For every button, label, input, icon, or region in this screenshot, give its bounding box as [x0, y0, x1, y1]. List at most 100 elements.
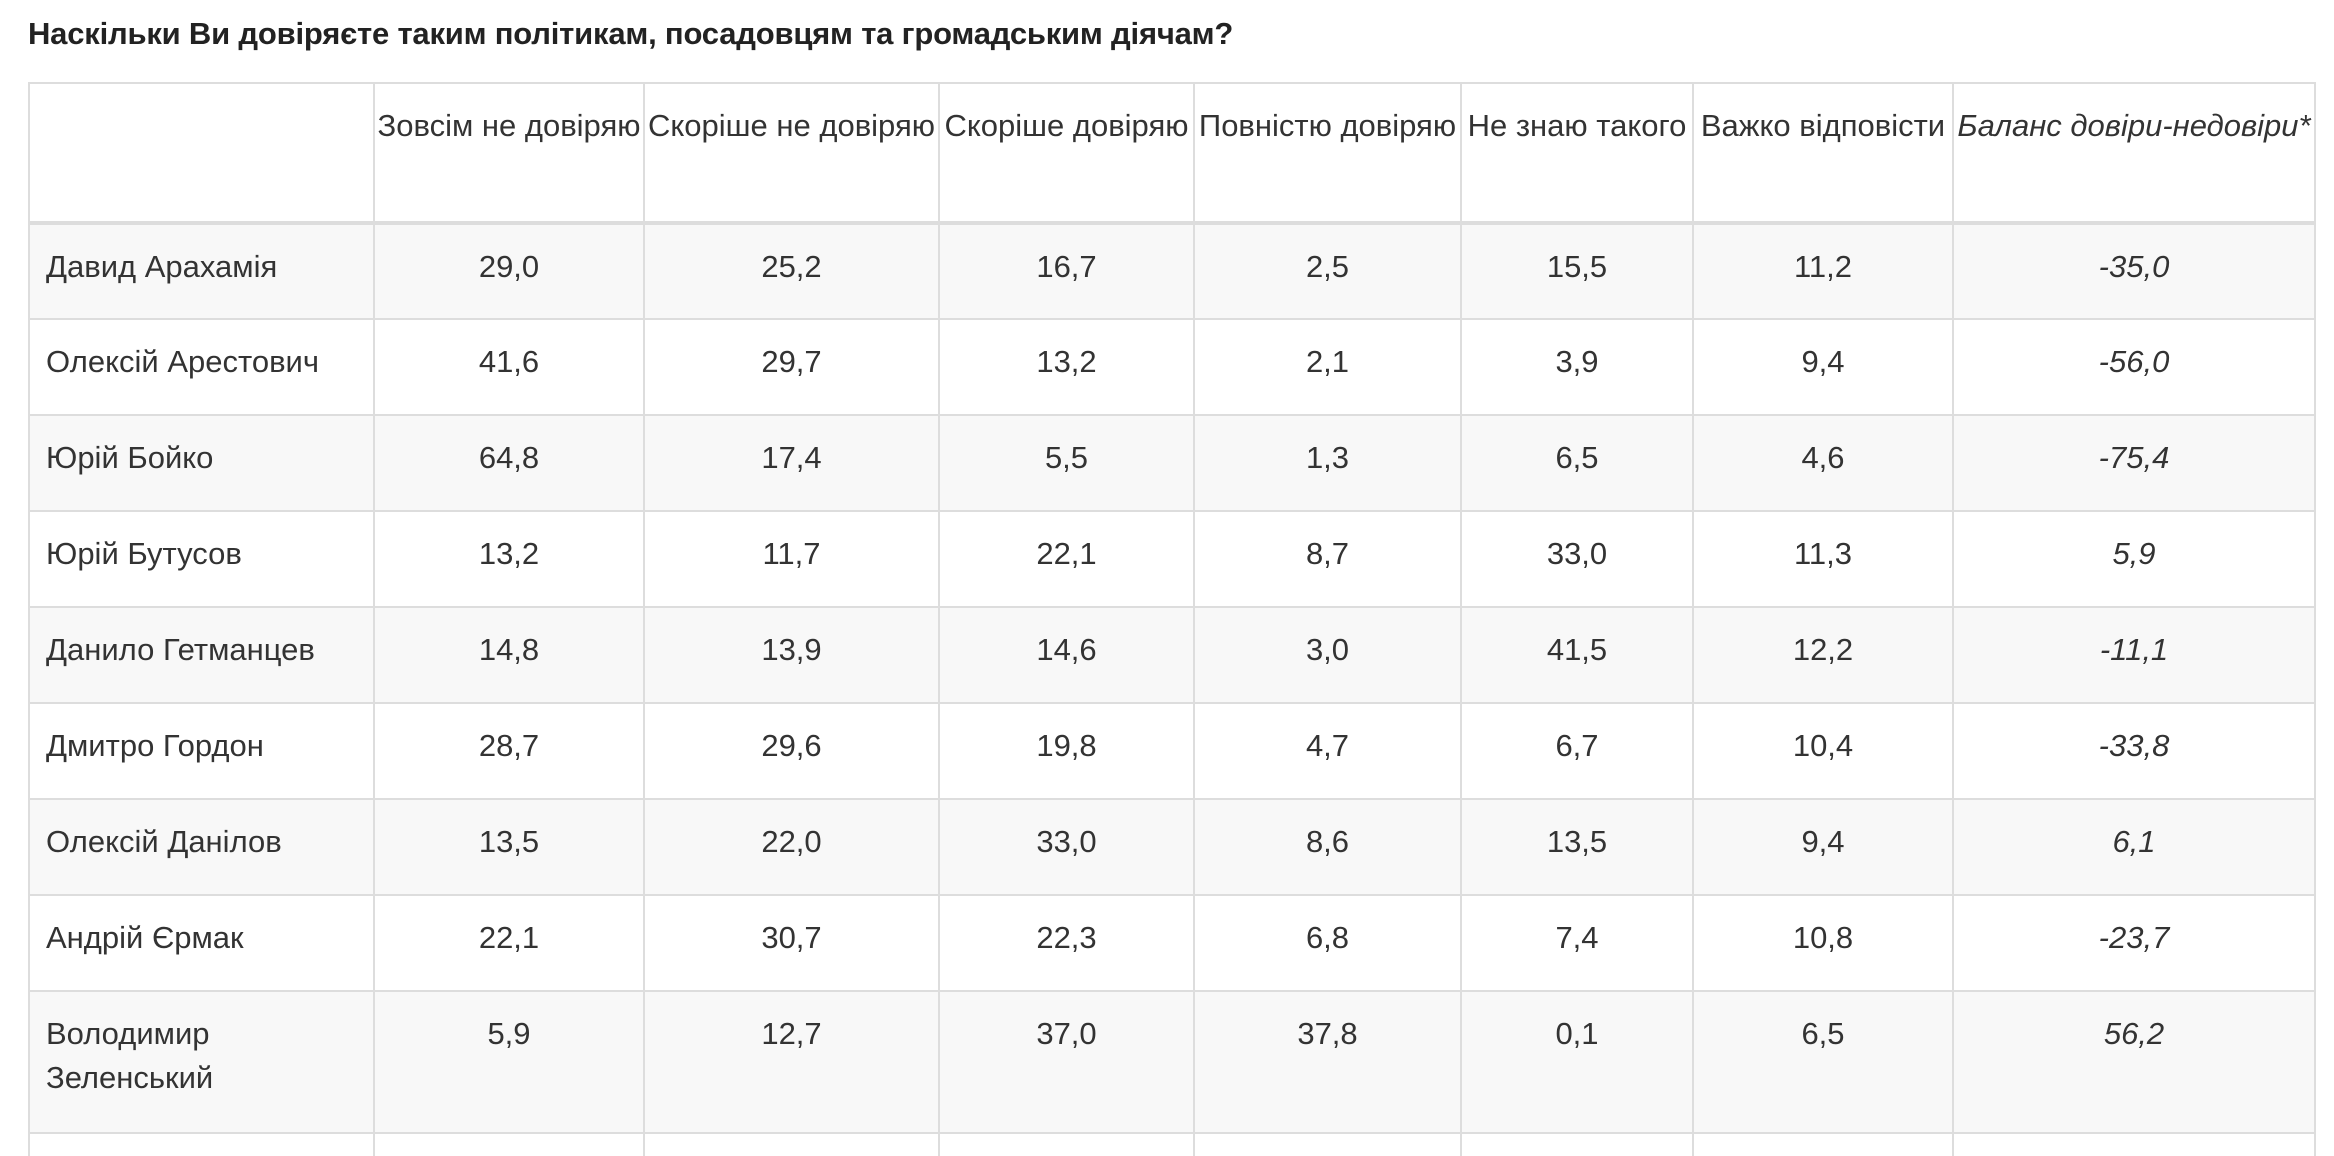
empty-cell	[1193, 1132, 1462, 1156]
value-cell: 5,9	[373, 990, 645, 1134]
value-cell: 13,2	[373, 510, 645, 608]
table-body: Давид Арахамія 29,0 25,2 16,7 2,5 15,5 11,2 -35…	[28, 222, 2316, 1156]
person-name: Андрій Єрмак	[28, 894, 375, 992]
value-cell: 14,8	[373, 606, 645, 704]
value-cell: 25,2	[643, 222, 940, 320]
value-cell: 19,8	[938, 702, 1195, 800]
table-row: Данило Гетманцев 14,8 13,9 14,6 3,0 41,5 12,2-…	[28, 606, 2316, 704]
table-row: Давид Арахамія 29,0 25,2 16,7 2,5 15,5 11,2 -35…	[28, 222, 2316, 320]
table-row: Дмитро Гордон 28,7 29,6 19,8 4,7 6,7 10,4 -33,8	[28, 702, 2316, 800]
balance-cell: -75,4	[1952, 414, 2316, 512]
value-cell: 14,6	[938, 606, 1195, 704]
person-name: Юрій Бойко	[28, 414, 375, 512]
value-cell: 17,4	[643, 414, 940, 512]
value-cell: 11,2	[1692, 222, 1954, 320]
value-cell: 12,7	[643, 990, 940, 1134]
value-cell: 6,8	[1193, 894, 1462, 992]
empty-cell	[643, 1132, 940, 1156]
column-header: Важко відповісти	[1692, 82, 1954, 225]
person-name: Юрій Бутусов	[28, 510, 375, 608]
balance-cell: -35,0	[1952, 222, 2316, 320]
value-cell: 37,8	[1193, 990, 1462, 1134]
header-row: Зовсім не довіряю Скоріше не довіряю Ско…	[28, 82, 2316, 225]
person-name: Володимир Зеленський	[28, 990, 375, 1134]
value-cell: 64,8	[373, 414, 645, 512]
person-name: Олексій Данілов	[28, 798, 375, 896]
table-row: Олексій Данілов 13,5 22,0 33,0 8,6 13,5 9,4 6,1	[28, 798, 2316, 896]
person-name: Давид Арахамія	[28, 222, 375, 320]
value-cell: 33,0	[1460, 510, 1694, 608]
balance-cell: 5,9	[1952, 510, 2316, 608]
table-row: Юрій Бойко 64,8 17,4 5,5 1,3 6,5 4,6 -75,4	[28, 414, 2316, 512]
balance-cell: -11,1	[1952, 606, 2316, 704]
value-cell: 29,6	[643, 702, 940, 800]
balance-cell: 56,2	[1952, 990, 2316, 1134]
balance-cell: -33,8	[1952, 702, 2316, 800]
person-name: Данило Гетманцев	[28, 606, 375, 704]
trust-table: Зовсім не довіряю Скоріше не довіряю Ско…	[28, 82, 2316, 1156]
column-header-balance: Баланс довіри-недовіри*	[1952, 82, 2316, 225]
value-cell: 1,3	[1193, 414, 1462, 512]
column-header: Не знаю такого	[1460, 82, 1694, 225]
table-row: Андрій Єрмак 22,1 30,7 22,3 6,8 7,4 10,8 -23,7	[28, 894, 2316, 992]
value-cell: 11,7	[643, 510, 940, 608]
empty-cell	[1460, 1132, 1694, 1156]
value-cell: 10,4	[1692, 702, 1954, 800]
value-cell: 15,5	[1460, 222, 1694, 320]
value-cell: 3,0	[1193, 606, 1462, 704]
person-name: Дмитро Гордон	[28, 702, 375, 800]
table-row-partial	[28, 1132, 2316, 1156]
balance-cell: -23,7	[1952, 894, 2316, 992]
value-cell: 11,3	[1692, 510, 1954, 608]
empty-cell	[938, 1132, 1195, 1156]
value-cell: 6,7	[1460, 702, 1694, 800]
value-cell: 13,2	[938, 318, 1195, 416]
table-row: Олексій Арестович 41,6 29,7 13,2 2,1 3,9 9,4 -5…	[28, 318, 2316, 416]
value-cell: 10,8	[1692, 894, 1954, 992]
value-cell: 33,0	[938, 798, 1195, 896]
column-header: Скоріше довіряю	[938, 82, 1195, 225]
table-row: Юрій Бутусов 13,2 11,7 22,1 8,7 33,0 11,3 5,9	[28, 510, 2316, 608]
value-cell: 41,6	[373, 318, 645, 416]
value-cell: 13,5	[1460, 798, 1694, 896]
value-cell: 7,4	[1460, 894, 1694, 992]
empty-cell	[373, 1132, 645, 1156]
value-cell: 29,0	[373, 222, 645, 320]
value-cell: 0,1	[1460, 990, 1694, 1134]
value-cell: 6,5	[1460, 414, 1694, 512]
table-row: Володимир Зеленський 5,9 12,7 37,0 37,8 0,1 6,…	[28, 990, 2316, 1134]
value-cell: 2,1	[1193, 318, 1462, 416]
value-cell: 28,7	[373, 702, 645, 800]
value-cell: 41,5	[1460, 606, 1694, 704]
value-cell: 37,0	[938, 990, 1195, 1134]
column-header: Повністю довіряю	[1193, 82, 1462, 225]
value-cell: 16,7	[938, 222, 1195, 320]
value-cell: 6,5	[1692, 990, 1954, 1134]
value-cell: 4,6	[1692, 414, 1954, 512]
value-cell: 29,7	[643, 318, 940, 416]
balance-cell: 6,1	[1952, 798, 2316, 896]
question-title: Наскільки Ви довіряєте таким політикам, …	[28, 16, 1234, 51]
value-cell: 3,9	[1460, 318, 1694, 416]
value-cell: 22,0	[643, 798, 940, 896]
value-cell: 2,5	[1193, 222, 1462, 320]
value-cell: 9,4	[1692, 798, 1954, 896]
value-cell: 12,2	[1692, 606, 1954, 704]
value-cell: 4,7	[1193, 702, 1462, 800]
column-header-name	[28, 82, 375, 225]
value-cell: 13,9	[643, 606, 940, 704]
value-cell: 13,5	[373, 798, 645, 896]
balance-cell: -56,0	[1952, 318, 2316, 416]
column-header: Скоріше не довіряю	[643, 82, 940, 225]
column-header: Зовсім не довіряю	[373, 82, 645, 225]
value-cell: 8,6	[1193, 798, 1462, 896]
empty-cell	[28, 1132, 375, 1156]
value-cell: 30,7	[643, 894, 940, 992]
empty-cell	[1952, 1132, 2316, 1156]
value-cell: 22,1	[373, 894, 645, 992]
value-cell: 8,7	[1193, 510, 1462, 608]
value-cell: 22,1	[938, 510, 1195, 608]
empty-cell	[1692, 1132, 1954, 1156]
person-name: Олексій Арестович	[28, 318, 375, 416]
